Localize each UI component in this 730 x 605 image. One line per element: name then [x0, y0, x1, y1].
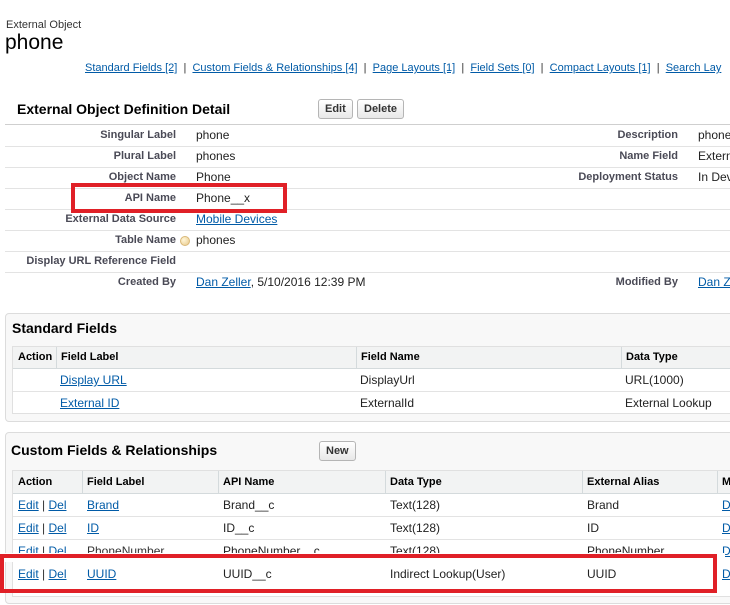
- page-title: phone: [5, 31, 64, 54]
- cf-label-id[interactable]: ID: [87, 521, 99, 535]
- field-value-deployment-status: In Dev: [698, 170, 730, 184]
- cf-type-brand: Text(128): [390, 498, 441, 512]
- created-by-date: , 5/10/2016 12:39 PM: [250, 275, 366, 289]
- field-label-deployment-status: Deployment Status: [578, 171, 678, 183]
- std-field-type-external-id: External Lookup: [625, 396, 712, 410]
- row-divider: [5, 251, 730, 252]
- cf-col-header-data-type: Data Type: [390, 476, 442, 488]
- edit-link[interactable]: Edit: [18, 521, 39, 535]
- field-label-display-url-ref: Display URL Reference Field: [26, 255, 176, 267]
- std-field-name-display-url: DisplayUrl: [360, 373, 415, 387]
- edit-link[interactable]: Edit: [18, 498, 39, 512]
- del-link[interactable]: Del: [48, 521, 67, 535]
- new-custom-field-button[interactable]: New: [319, 441, 356, 461]
- cf-col-header-external-alias: External Alias: [587, 476, 660, 488]
- field-label-plural: Plural Label: [113, 150, 176, 162]
- api-name-highlight-box: [71, 183, 287, 213]
- row-divider: [5, 146, 730, 147]
- std-field-label-display-url[interactable]: Display URL: [60, 373, 127, 387]
- row-divider: [5, 167, 730, 168]
- field-value-data-source[interactable]: Mobile Devices: [196, 212, 278, 226]
- field-label-object-name: Object Name: [108, 171, 176, 183]
- field-value-name-field: Extern: [698, 149, 730, 163]
- cf-col-header-m: M: [722, 476, 730, 488]
- created-by-user-link[interactable]: Dan Zeller: [196, 275, 251, 289]
- std-field-name-external-id: ExternalId: [360, 396, 415, 410]
- del-link[interactable]: Del: [48, 567, 67, 581]
- link-field-sets[interactable]: Field Sets [0]: [470, 62, 535, 74]
- link-standard-fields[interactable]: Standard Fields [2]: [85, 62, 178, 74]
- cf-col-header-action: Action: [18, 476, 53, 488]
- delete-button[interactable]: Delete: [357, 99, 405, 119]
- row-divider: [5, 188, 730, 189]
- link-page-layouts[interactable]: Page Layouts [1]: [372, 62, 456, 74]
- cf-col-header-field-label: Field Label: [87, 476, 145, 488]
- field-value-object-name: Phone: [196, 170, 231, 184]
- cf-m-id[interactable]: D: [722, 521, 730, 535]
- col-header-field-label: Field Label: [61, 351, 119, 363]
- uuid-row-highlight-box: [0, 554, 717, 593]
- col-header-data-type: Data Type: [626, 351, 678, 363]
- cf-type-uuid: Indirect Lookup(User): [390, 567, 506, 581]
- detail-divider: [5, 124, 730, 125]
- field-label-modified-by: Modified By: [615, 276, 678, 288]
- col-header-action: Action: [18, 351, 53, 363]
- link-search-layouts[interactable]: Search Lay: [665, 62, 722, 74]
- field-label-name-field: Name Field: [619, 150, 678, 162]
- table-row-actions: Edit | Del: [18, 567, 67, 581]
- col-header-field-name: Field Name: [361, 351, 420, 363]
- field-value-table-name: phones: [196, 233, 236, 247]
- cf-api-id: ID__c: [223, 521, 255, 535]
- field-value-api-name: Phone__x: [196, 191, 251, 205]
- cf-api-brand: Brand__c: [223, 498, 275, 512]
- detail-title: External Object Definition Detail: [17, 101, 231, 117]
- field-label-api-name: API Name: [124, 192, 176, 204]
- field-label-description: Description: [617, 129, 678, 141]
- cf-alias-id: ID: [587, 521, 599, 535]
- row-divider: [5, 209, 730, 210]
- del-link[interactable]: Del: [48, 498, 67, 512]
- edit-link[interactable]: Edit: [18, 567, 39, 581]
- field-value-description: phone: [698, 128, 730, 142]
- cf-m-brand[interactable]: D: [722, 498, 730, 512]
- table-row-actions: Edit | Del: [18, 498, 67, 512]
- edit-button[interactable]: Edit: [318, 99, 353, 119]
- cf-m-uuid[interactable]: D: [722, 567, 730, 581]
- row-divider: [5, 230, 730, 231]
- table-row-actions: Edit | Del: [18, 521, 67, 535]
- object-type-label: External Object: [6, 19, 82, 31]
- modified-by-user-link[interactable]: Dan Z: [698, 275, 730, 289]
- std-field-label-external-id[interactable]: External ID: [60, 396, 120, 410]
- std-field-type-display-url: URL(1000): [625, 373, 684, 387]
- custom-fields-header: [13, 471, 730, 494]
- cf-label-brand[interactable]: Brand: [87, 498, 120, 512]
- related-links-bar: Standard Fields [2] | Custom Fields & Re…: [85, 62, 722, 74]
- field-label-singular: Singular Label: [100, 129, 176, 141]
- standard-fields-title: Standard Fields: [12, 320, 118, 336]
- cf-api-uuid: UUID__c: [223, 567, 272, 581]
- help-info-icon[interactable]: [180, 236, 190, 246]
- field-value-plural: phones: [196, 149, 236, 163]
- link-compact-layouts[interactable]: Compact Layouts [1]: [549, 62, 651, 74]
- field-label-table-name: Table Name: [115, 234, 176, 246]
- cf-label-uuid[interactable]: UUID: [87, 567, 117, 581]
- cf-m-phonenumber[interactable]: D: [722, 544, 730, 558]
- custom-fields-title: Custom Fields & Relationships: [11, 442, 218, 458]
- row-divider: [5, 272, 730, 273]
- cf-col-header-api-name: API Name: [223, 476, 275, 488]
- cf-alias-brand: Brand: [587, 498, 620, 512]
- standard-fields-header: [13, 347, 730, 369]
- cf-alias-uuid: UUID: [587, 567, 617, 581]
- link-custom-fields[interactable]: Custom Fields & Relationships [4]: [192, 62, 358, 74]
- field-value-singular: phone: [196, 128, 230, 142]
- field-label-data-source: External Data Source: [65, 213, 176, 225]
- cf-type-id: Text(128): [390, 521, 441, 535]
- field-value-created-by: Dan Zeller, 5/10/2016 12:39 PM: [196, 275, 365, 289]
- field-label-created-by: Created By: [117, 276, 176, 288]
